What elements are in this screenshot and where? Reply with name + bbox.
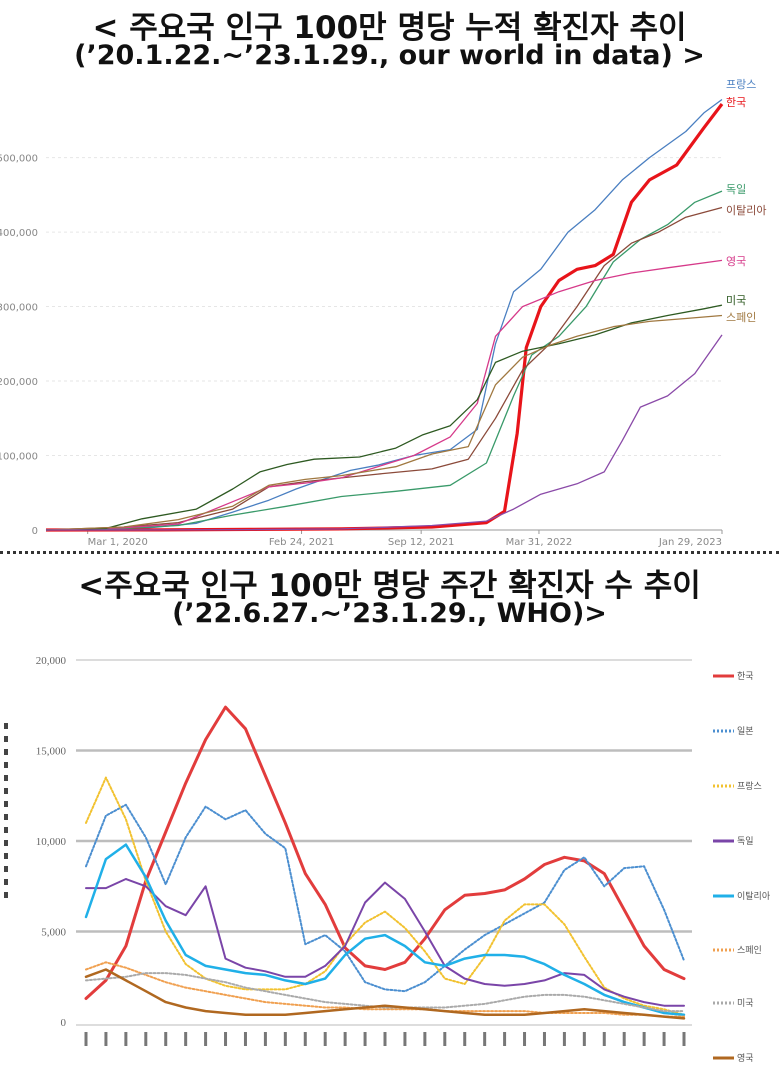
x-tick-mark (423, 1032, 427, 1046)
series-label: 프랑스 (726, 78, 756, 91)
legend-label: 미국 (737, 998, 754, 1009)
x-tick-mark (343, 1032, 347, 1046)
x-tick-mark (443, 1032, 447, 1046)
legend-label: 스페인 (737, 945, 762, 956)
x-tick-mark (144, 1032, 148, 1046)
x-tick-label: Mar 31, 2022 (506, 537, 573, 548)
series-line (45, 206, 723, 531)
y-tick-label: 400,000 (0, 228, 38, 239)
x-tick-mark (662, 1032, 666, 1046)
series-line (85, 776, 685, 1016)
chart1-title-line2: (’20.1.22.~’23.1.29., our world in data)… (74, 40, 705, 71)
cumulative-cases-chart: 0 100,000 200,000 300,000 400,000 500,000 Mar … (0, 78, 766, 548)
series-label: 독일 (726, 182, 746, 196)
x-tick-mark (243, 1032, 247, 1046)
series-line (45, 304, 723, 531)
series-label: 스페인 (726, 311, 756, 324)
axis-title-glyph (4, 892, 8, 898)
x-tick-mark (682, 1032, 686, 1046)
axis-title-glyph (4, 736, 8, 742)
axis-title-glyph (4, 749, 8, 755)
legend-label: 일본 (737, 726, 754, 737)
series-line (45, 334, 723, 531)
chart2-title-line2: (’22.6.27.~’23.1.29., WHO)> (172, 598, 607, 629)
series-line (45, 190, 723, 531)
x-tick-mark (383, 1032, 387, 1046)
x-tick-mark (224, 1032, 228, 1046)
axis-title-glyph (4, 853, 8, 859)
series-label: 미국 (726, 294, 746, 307)
x-tick-mark (184, 1032, 188, 1046)
series-line (85, 972, 685, 1013)
legend-label: 프랑스 (737, 780, 762, 792)
x-tick-mark (263, 1032, 267, 1046)
series-line (45, 259, 723, 531)
x-tick-mark (562, 1032, 566, 1046)
legend-label: 한국 (737, 671, 754, 682)
axis-title-glyph (4, 762, 8, 768)
series-line (84, 705, 686, 1000)
x-tick-mark (363, 1032, 367, 1046)
x-tick-mark (523, 1032, 527, 1046)
x-tick-label: Feb 24, 2021 (269, 537, 334, 548)
axis-title-glyph (4, 827, 8, 833)
series-line (85, 878, 685, 1007)
axis-title-glyph (4, 840, 8, 846)
chart1-title-line1: < 주요국 인구 100만 명당 누적 확진자 추이 (92, 10, 687, 46)
x-tick-mark (104, 1032, 108, 1046)
axis-title-glyph (4, 801, 8, 807)
x-tick-label: Mar 1, 2020 (88, 537, 148, 548)
axis-title-glyph (4, 723, 8, 729)
x-tick-mark (542, 1032, 546, 1046)
x-tick-mark (84, 1032, 88, 1046)
series-label: 이탈리아 (726, 204, 766, 217)
legend-label: 영국 (737, 1053, 754, 1064)
x-tick-mark (403, 1032, 407, 1046)
chart2-title-line1: <주요국 인구 100만 명당 주간 확진자 수 추이 (78, 568, 701, 604)
x-tick-mark (323, 1032, 327, 1046)
x-tick-label: Sep 12, 2021 (388, 537, 455, 548)
series-label: 한국 (726, 96, 746, 109)
series-line (84, 968, 686, 1020)
x-tick-mark (303, 1032, 307, 1046)
axis-title-glyph (4, 866, 8, 872)
axis-title-glyph (4, 788, 8, 794)
y-tick-label: 100,000 (0, 452, 38, 463)
y-tick-label: 5,000 (41, 927, 66, 939)
x-tick-mark (642, 1032, 646, 1046)
series-line (85, 803, 685, 993)
y-tick-label: 15,000 (36, 746, 67, 758)
series-line (84, 843, 686, 1017)
y-tick-label: 0 (32, 526, 38, 537)
x-tick-mark (503, 1032, 507, 1046)
legend-label: 독일 (737, 836, 754, 847)
x-tick-mark (283, 1032, 287, 1046)
x-tick-mark (164, 1032, 168, 1046)
y-tick-label: 300,000 (0, 303, 38, 314)
x-tick-label: Jan 29, 2023 (658, 537, 722, 548)
section-divider (0, 551, 779, 554)
x-tick-mark (622, 1032, 626, 1046)
x-tick-mark (602, 1032, 606, 1046)
series-line (45, 98, 723, 531)
x-tick-mark (582, 1032, 586, 1046)
axis-title-glyph (4, 775, 8, 781)
series-label: 영국 (726, 255, 746, 268)
x-tick-mark (463, 1032, 467, 1046)
axis-title-glyph (4, 879, 8, 885)
y-tick-label: 500,000 (0, 154, 38, 165)
series-line (45, 103, 724, 532)
y-tick-label: 200,000 (0, 377, 38, 388)
axis-title-glyph (4, 814, 8, 820)
series-line (85, 961, 685, 1018)
x-tick-mark (204, 1032, 208, 1046)
series-line (45, 314, 723, 531)
y-tick-label: 10,000 (36, 836, 67, 848)
y-tick-label: 20,000 (36, 655, 67, 667)
x-tick-mark (483, 1032, 487, 1046)
y-tick-label: 0 (61, 1017, 67, 1029)
x-tick-mark (124, 1032, 128, 1046)
legend-label: 이탈리아 (737, 891, 771, 902)
